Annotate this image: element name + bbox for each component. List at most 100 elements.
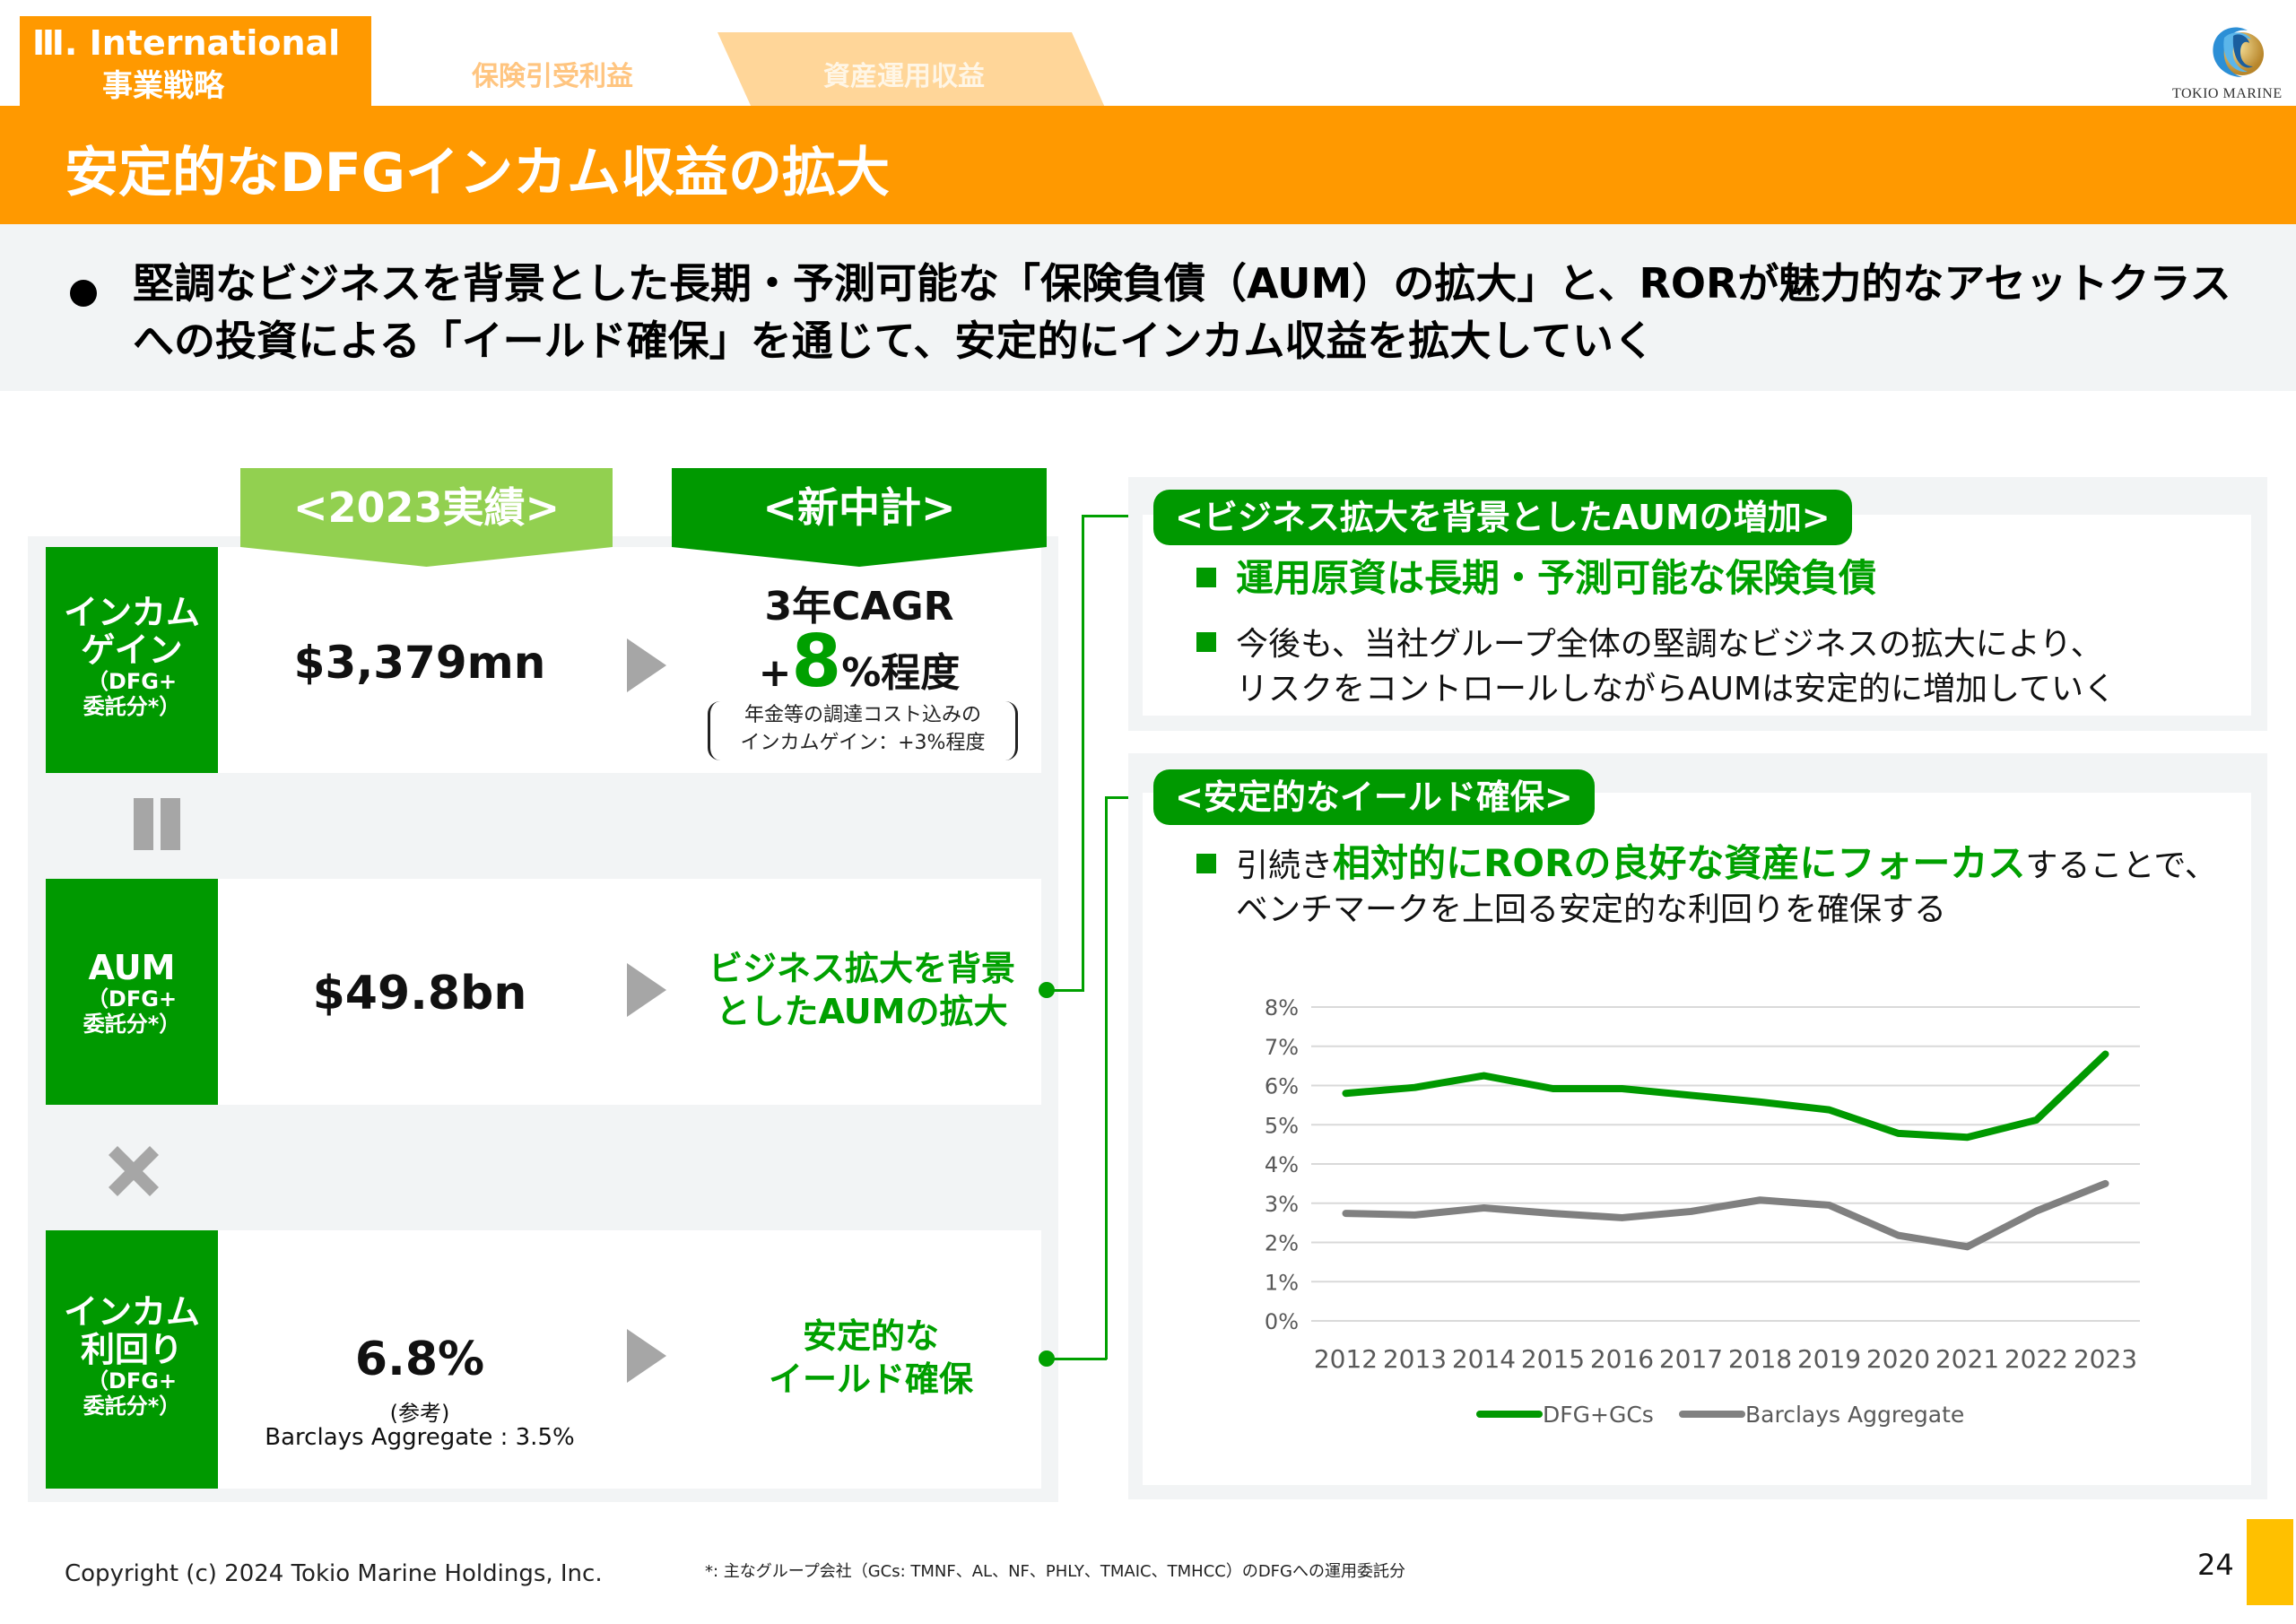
multiply-icon — [101, 1139, 166, 1203]
x-tick-label: 2014 — [1452, 1344, 1516, 1374]
aum-bullet-2-line2: リスクをコントロールしながらAUMは安定的に増加していく — [1236, 671, 2116, 708]
aum-bullet-2: 今後も、当社グループ全体の堅調なビジネスの拡大により、 — [1196, 622, 2103, 667]
yield-box: <安定的なイールド確保> 引続き相対的にRORの良好な資産にフォーカスすることで… — [1128, 753, 2267, 1499]
label-main-line1: インカム — [63, 593, 200, 632]
x-tick-label: 2012 — [1314, 1344, 1378, 1374]
x-tick-label: 2017 — [1659, 1344, 1723, 1374]
tab-label: 資産運用収益 — [823, 61, 985, 92]
series-line-dfg-gcs — [1342, 1050, 2109, 1142]
square-bullet-icon — [1196, 567, 1216, 587]
y-tick-label: 2% — [1265, 1231, 1299, 1256]
tab-international-strategy[interactable]: Ⅲ. International 事業戦略 — [20, 16, 371, 108]
cagr-suffix: %程度 — [841, 650, 961, 696]
x-tick-label: 2013 — [1383, 1344, 1447, 1374]
aum-bullet-1: 運用原資は長期・予測可能な保険負債 — [1196, 556, 1876, 601]
tab-label: 保険引受利益 — [472, 61, 633, 92]
label-sub-line2: 委託分*） — [83, 1394, 181, 1419]
connector-line — [1105, 796, 1150, 799]
bullet-text: 運用原資は長期・予測可能な保険負債 — [1236, 556, 1877, 600]
x-tick-label: 2016 — [1590, 1344, 1654, 1374]
header-new-midterm-plan: <新中計> — [672, 468, 1047, 567]
y-tick-label: 0% — [1265, 1309, 1299, 1334]
yield-actual: 6.8% — [354, 1333, 485, 1386]
x-tick-label: 2015 — [1521, 1344, 1585, 1374]
equals-icon — [134, 798, 186, 852]
header-label: <新中計> — [762, 483, 956, 532]
bullet-text-line1: 今後も、当社グループ全体の堅調なビジネスの拡大により、 — [1236, 626, 2103, 663]
tab-label-line2: 事業戦略 — [102, 68, 224, 104]
yield-bullet-1-line2: ベンチマークを上回る安定的な利回りを確保する — [1236, 891, 1947, 928]
aum-plan: ビジネス拡大を背景 としたAUMの拡大 — [691, 947, 1032, 1033]
connector-line — [1082, 515, 1150, 517]
y-tick-label: 3% — [1265, 1192, 1299, 1217]
income-gain-plan-title: 3年CAGR — [764, 584, 954, 630]
summary-band: 堅調なビジネスを背景とした長期・予測可能な「保険負債（AUM）の拡大」と、ROR… — [0, 224, 2296, 391]
yield-pill: <安定的なイールド確保> — [1153, 769, 1595, 825]
aum-actual: $49.8bn — [312, 967, 527, 1020]
label-sub-line2: 委託分*） — [83, 694, 181, 719]
bullet-text-highlight: 相対的にRORの良好な資産にフォーカス — [1333, 841, 2026, 885]
bullet-icon — [70, 280, 97, 307]
tokio-marine-logo: TOKIO MARINE — [2161, 18, 2296, 108]
x-tick-label: 2023 — [2074, 1344, 2137, 1374]
bullet-text-pre: 引続き — [1236, 847, 1334, 884]
connector-dot — [1039, 1350, 1055, 1367]
logo-text: TOKIO MARINE — [2172, 86, 2283, 101]
plan-note-line1: 年金等の調達コスト込みの — [744, 704, 981, 726]
plan-note-bracket: 年金等の調達コスト込みの インカムゲイン：+3%程度 — [708, 701, 1018, 760]
label-main-line1: インカム — [63, 1292, 200, 1332]
income-gain-actual: $3,379mn — [293, 637, 546, 689]
y-tick-label: 7% — [1265, 1035, 1299, 1060]
tab-label-line1: Ⅲ. International — [32, 23, 341, 63]
summary-text: 堅調なビジネスを背景とした長期・予測可能な「保険負債（AUM）の拡大」と、ROR… — [133, 259, 2231, 365]
yield-plan-line2: イールド確保 — [768, 1359, 973, 1399]
square-bullet-icon — [1196, 632, 1216, 652]
connector-line — [1048, 1358, 1107, 1360]
arrow-right-icon — [627, 963, 666, 1017]
label-income-gain: インカム ゲイン （DFG+ 委託分*） — [46, 547, 218, 773]
cagr-number: 8 — [791, 620, 842, 703]
arrow-right-icon — [627, 638, 666, 692]
yield-plan-line1: 安定的な — [802, 1316, 939, 1356]
aum-plan-line1: ビジネス拡大を背景 — [708, 949, 1015, 988]
label-main-line2: 利回り — [80, 1330, 183, 1369]
x-tick-label: 2021 — [1935, 1344, 1999, 1374]
tab-investment-income[interactable]: 資産運用収益 — [718, 32, 1105, 108]
y-tick-label: 6% — [1265, 1074, 1299, 1099]
connector-line — [1048, 989, 1083, 992]
page-number: 24 — [2197, 1548, 2234, 1582]
aum-growth-box: <ビジネス拡大を背景としたAUMの増加> 運用原資は長期・予測可能な保険負債 今… — [1128, 477, 2267, 731]
aum-plan-line2: としたAUMの拡大 — [716, 992, 1008, 1031]
label-aum: AUM （DFG+ 委託分*） — [46, 879, 218, 1105]
page-title: 安定的なDFGインカム収益の拡大 — [65, 142, 891, 204]
label-sub-line1: （DFG+ — [86, 1368, 178, 1394]
x-tick-label: 2018 — [1728, 1344, 1792, 1374]
title-bar: 安定的なDFGインカム収益の拡大 — [0, 106, 2296, 224]
yield-benchmark: Barclays Aggregate : 3.5% — [265, 1424, 575, 1451]
logo-globe-icon — [2213, 27, 2264, 77]
square-bullet-icon — [1196, 854, 1216, 873]
aum-growth-pill: <ビジネス拡大を背景としたAUMの増加> — [1153, 490, 1852, 545]
header-2023-actual: <2023実績> — [240, 468, 613, 567]
yield-plan: 安定的な イールド確保 — [700, 1315, 1041, 1401]
arrow-right-icon — [627, 1329, 666, 1383]
connector-line — [1082, 515, 1084, 992]
label-sub-line1: （DFG+ — [86, 669, 178, 694]
footnote: *: 主なグループ会社（GCs: TMNF、AL、NF、PHLY、TMAIC、T… — [705, 1562, 1405, 1581]
tab-underwriting-profit[interactable]: 保険引受利益 — [371, 32, 757, 108]
page-accent-bar — [2247, 1519, 2293, 1605]
y-tick-label: 4% — [1265, 1152, 1299, 1177]
y-tick-label: 5% — [1265, 1113, 1299, 1138]
yield-line-chart: 0%1%2%3%4%5%6%7%8%2012 2013 2014 2015 2016 20… — [1265, 995, 2140, 1428]
cagr-prefix: + — [758, 650, 792, 696]
plan-note-line2: インカムゲイン：+3%程度 — [740, 732, 986, 754]
connector-line — [1105, 796, 1108, 1359]
label-sub-line1: （DFG+ — [86, 986, 178, 1012]
x-tick-label: 2020 — [1866, 1344, 1930, 1374]
legend-label: Barclays Aggregate — [1745, 1402, 1964, 1428]
y-tick-label: 1% — [1265, 1270, 1299, 1295]
label-income-yield: インカム 利回り （DFG+ 委託分*） — [46, 1230, 218, 1489]
label-sub-line2: 委託分*） — [83, 1012, 181, 1037]
yield-bullet-1: 引続き相対的にRORの良好な資産にフォーカスすることで、 — [1196, 841, 2217, 889]
label-main: AUM — [88, 948, 176, 987]
